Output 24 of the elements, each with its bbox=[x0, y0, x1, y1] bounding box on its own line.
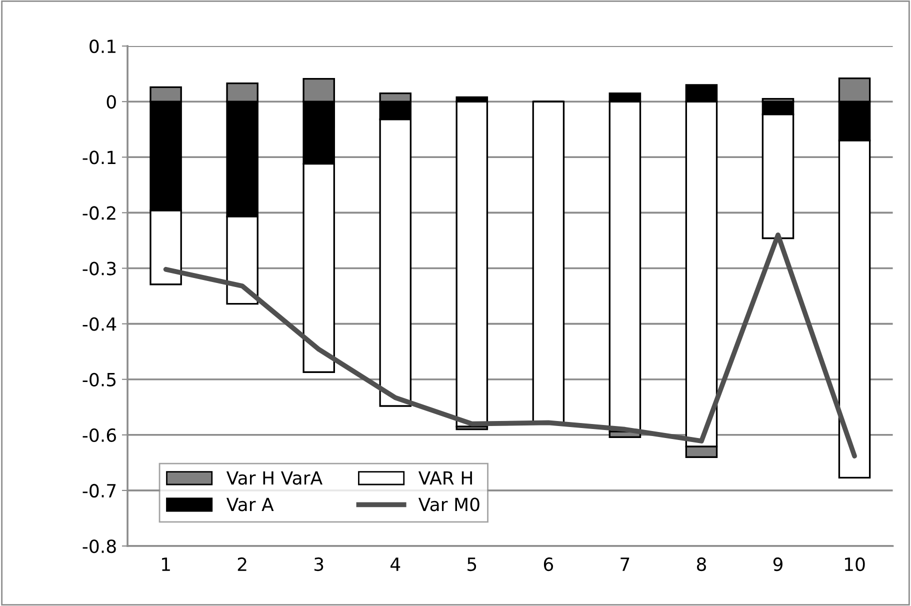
x-tick-label: 2 bbox=[238, 557, 246, 571]
x-tick-label: 8 bbox=[696, 557, 706, 572]
x-tick-label: 3 bbox=[314, 557, 324, 572]
legend-label: Var M0 bbox=[418, 498, 480, 512]
x-tick-label: 9 bbox=[773, 557, 782, 572]
y-tick-label: 0 bbox=[106, 95, 116, 109]
y-tick-label: -0.5 bbox=[82, 372, 116, 386]
y-tick-label: -0.4 bbox=[82, 317, 116, 331]
y-tick-label: -0.2 bbox=[82, 206, 116, 220]
legend-label: Var H VarA bbox=[226, 471, 322, 485]
x-tick-label: 7 bbox=[620, 558, 630, 571]
y-tick-label: -0.1 bbox=[82, 150, 116, 164]
y-tick-label: -0.7 bbox=[82, 484, 116, 498]
y-tick-label: -0.6 bbox=[82, 428, 116, 442]
legend-label: Var A bbox=[226, 498, 274, 512]
x-tick-label: 4 bbox=[390, 558, 400, 571]
x-tick-label: 1 bbox=[162, 558, 170, 571]
y-tick-label: -0.3 bbox=[82, 262, 116, 276]
y-tick-label: -0.8 bbox=[82, 539, 116, 554]
legend-label: VAR H bbox=[418, 471, 472, 484]
x-tick-label: 5 bbox=[468, 558, 476, 572]
x-tick-label: 10 bbox=[845, 557, 865, 572]
x-tick-label: 6 bbox=[544, 557, 554, 572]
y-tick-label: 0.1 bbox=[90, 40, 116, 54]
